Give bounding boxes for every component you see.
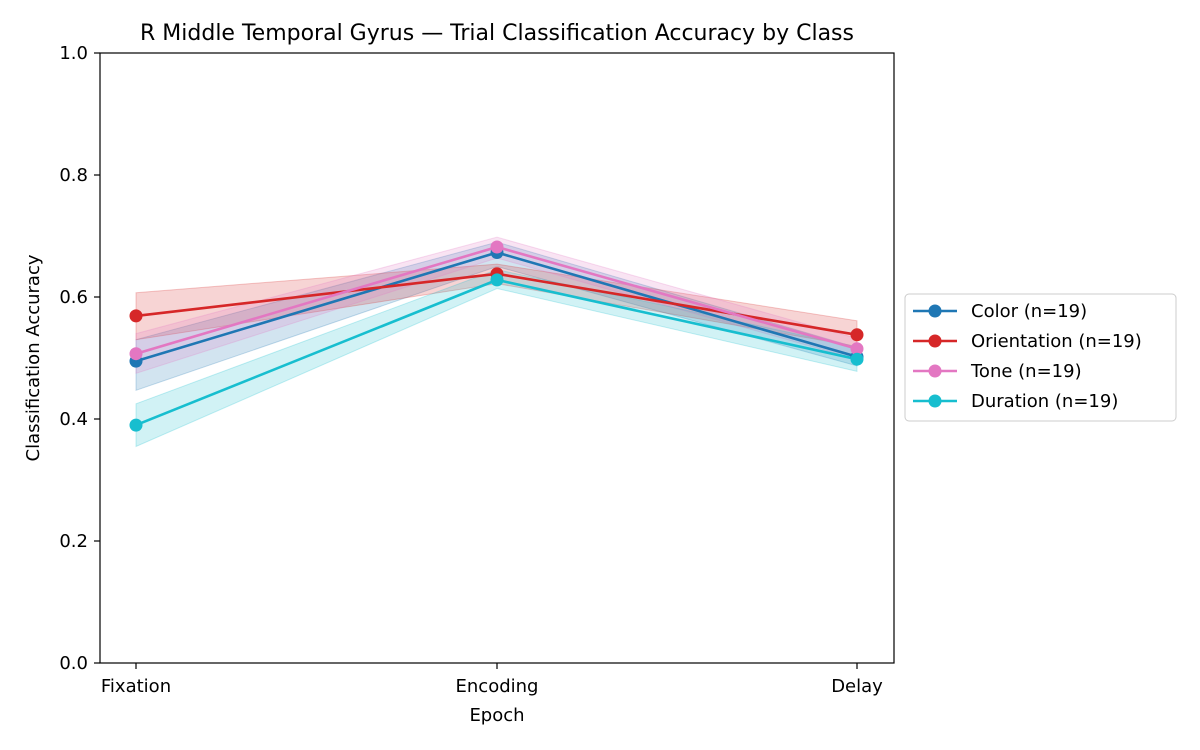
legend-entry-2: Tone (n=19) <box>970 361 1082 382</box>
legend-marker-3 <box>928 394 942 408</box>
data-points <box>129 240 864 432</box>
legend-marker-0 <box>928 304 942 318</box>
x-tick-label-1: Encoding <box>456 676 539 697</box>
legend-frame <box>904 293 1177 422</box>
point-series-1-2 <box>850 328 864 342</box>
point-series-1-0 <box>129 309 143 323</box>
legend-marker-2 <box>928 364 942 378</box>
point-series-3-0 <box>129 418 143 432</box>
point-series-3-1 <box>490 273 504 287</box>
legend: Color (n=19) Orientation (n=19) Tone (n=19… <box>904 293 1177 422</box>
x-tick-label-0: Fixation <box>101 676 171 697</box>
y-tick-label-4: 0.8 <box>59 165 88 186</box>
legend-entry-3: Duration (n=19) <box>971 391 1118 412</box>
chart-title: R Middle Temporal Gyrus — Trial Classifi… <box>140 21 854 46</box>
y-axis-label: Classification Accuracy <box>23 254 44 461</box>
point-series-2-2 <box>850 342 864 356</box>
x-axis-label: Epoch <box>469 705 524 726</box>
y-tick-label-2: 0.4 <box>59 409 88 430</box>
y-tick-label-5: 1.0 <box>59 43 88 64</box>
point-series-2-1 <box>490 240 504 254</box>
y-tick-label-1: 0.2 <box>59 531 88 552</box>
y-tick-label-3: 0.6 <box>59 287 88 308</box>
y-tick-label-0: 0.0 <box>59 653 88 674</box>
legend-marker-1 <box>928 334 942 348</box>
y-axis-ticks: 0.0 0.2 0.4 0.6 0.8 1.0 <box>59 43 100 674</box>
x-tick-label-2: Delay <box>831 676 883 697</box>
point-series-2-0 <box>129 347 143 361</box>
point-series-3-2 <box>850 352 864 366</box>
legend-entry-0: Color (n=19) <box>971 301 1087 322</box>
legend-entry-1: Orientation (n=19) <box>971 331 1142 352</box>
x-axis-ticks: Fixation Encoding Delay <box>101 663 883 697</box>
